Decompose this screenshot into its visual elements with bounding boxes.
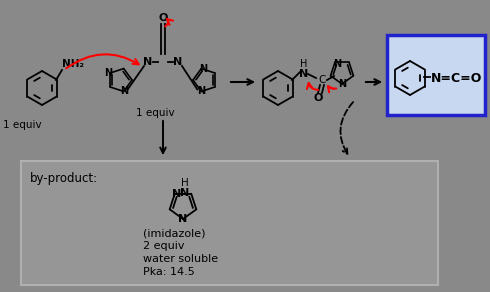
Text: H: H	[300, 59, 308, 69]
Text: C: C	[318, 75, 326, 85]
Text: O: O	[313, 93, 323, 103]
Text: 2 equiv: 2 equiv	[143, 241, 185, 251]
Text: 1 equiv: 1 equiv	[3, 120, 42, 130]
Text: 1 equiv: 1 equiv	[136, 108, 174, 118]
Text: (imidazole): (imidazole)	[143, 228, 205, 238]
Text: N: N	[173, 57, 183, 67]
Text: N: N	[197, 86, 205, 96]
Text: NH₂: NH₂	[62, 59, 84, 69]
Text: N: N	[199, 64, 207, 74]
Text: O: O	[158, 13, 168, 23]
Text: N: N	[172, 189, 181, 199]
FancyBboxPatch shape	[21, 161, 438, 285]
Text: by-product:: by-product:	[30, 172, 98, 185]
Text: N: N	[299, 69, 309, 79]
Text: N: N	[178, 214, 188, 224]
Text: water soluble: water soluble	[143, 254, 218, 264]
FancyBboxPatch shape	[387, 35, 485, 115]
Text: N: N	[333, 59, 341, 69]
Text: Pka: 14.5: Pka: 14.5	[143, 267, 195, 277]
Text: N=C=O: N=C=O	[431, 72, 482, 84]
Text: N: N	[104, 68, 112, 78]
Text: N: N	[144, 57, 152, 67]
Text: N: N	[120, 86, 128, 96]
Text: H: H	[181, 178, 189, 188]
Text: N: N	[180, 188, 190, 198]
Text: N: N	[338, 79, 346, 89]
